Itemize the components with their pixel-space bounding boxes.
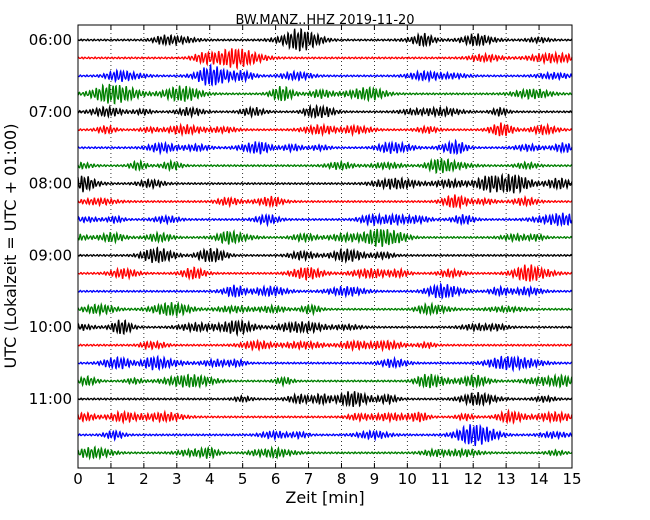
seismogram-traces [77,27,573,461]
trace-line [77,228,573,247]
trace-line [77,172,573,194]
trace-line [77,212,573,228]
trace-line [77,282,573,300]
trace-line [77,63,573,87]
x-tick-label: 8 [337,470,347,488]
x-tick-label: 3 [172,470,182,488]
y-tick-label: 11:00 [29,390,72,408]
y-tick-label: 09:00 [29,246,72,264]
trace-line [77,194,573,210]
x-tick-label: 10 [398,470,417,488]
trace-line [77,138,573,156]
plot-frame [77,24,573,469]
trace-line [77,264,573,282]
trace-line [77,246,573,264]
trace-line [77,445,573,461]
x-tick-label: 9 [370,470,380,488]
x-tick-label: 4 [205,470,215,488]
x-axis-label: Zeit [min] [285,488,364,507]
x-tick-label: 6 [271,470,281,488]
trace-line [77,354,573,373]
trace-line [77,408,573,425]
x-tick-label: 5 [238,470,248,488]
trace-line [77,338,573,353]
x-tick-label: 7 [304,470,314,488]
trace-line [77,373,573,390]
x-tick-label: 12 [464,470,483,488]
trace-line [77,47,573,71]
y-tick-label: 07:00 [29,103,72,121]
trace-line [77,27,573,52]
x-tick-label: 15 [562,470,581,488]
x-tick-label: 11 [431,470,450,488]
trace-line [77,423,573,447]
x-tick-label: 13 [497,470,516,488]
x-tick-label: 2 [139,470,149,488]
y-axis-label: UTC (Lokalzeit = UTC + 01:00) [1,124,20,369]
axis-ticks [77,25,573,468]
chart-title: BW.MANZ..HHZ 2019-11-20 [235,13,414,28]
trace-line [77,318,573,337]
trace-line [77,83,573,105]
trace-line [77,103,573,120]
x-tick-label: 0 [73,470,83,488]
trace-line [77,391,573,408]
x-tick-label: 14 [530,470,549,488]
trace-line [77,301,573,319]
y-tick-label: 06:00 [29,31,72,49]
trace-line [77,122,573,138]
x-tick-label: 1 [106,470,116,488]
y-tick-label: 08:00 [29,175,72,193]
y-tick-label: 10:00 [29,318,72,336]
trace-line [77,157,573,175]
